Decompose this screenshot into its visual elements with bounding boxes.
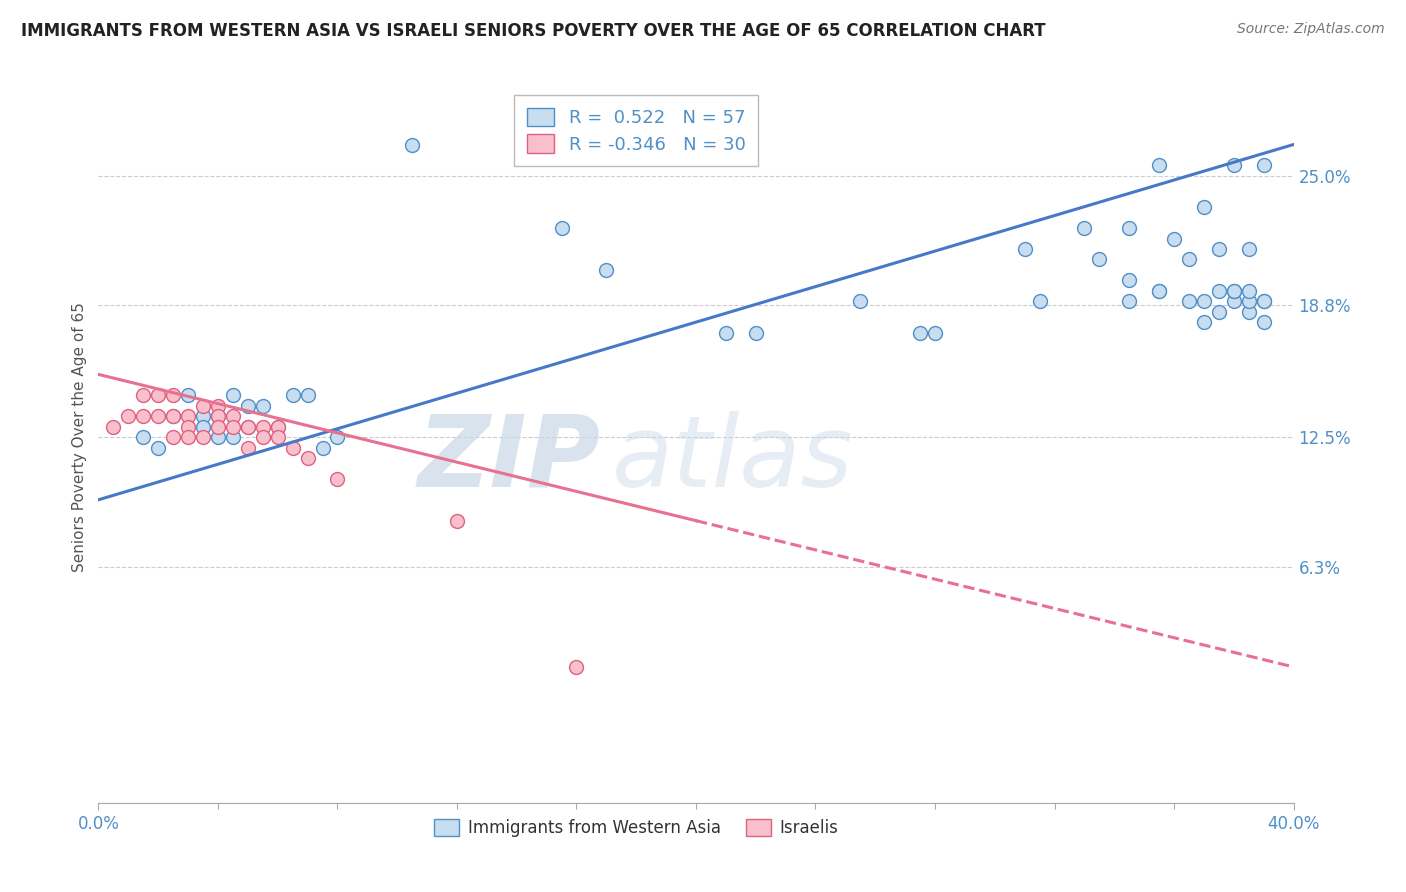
Point bbox=[1237, 242, 1260, 256]
Point bbox=[1237, 294, 1260, 309]
Text: ZIP: ZIP bbox=[418, 410, 600, 508]
Point bbox=[267, 419, 290, 434]
Point bbox=[236, 441, 259, 455]
Point bbox=[1223, 284, 1246, 298]
Point bbox=[550, 221, 572, 235]
Point bbox=[281, 388, 304, 402]
Point bbox=[908, 326, 931, 340]
Point bbox=[132, 409, 155, 424]
Point bbox=[207, 430, 229, 444]
Point bbox=[297, 450, 319, 465]
Text: Source: ZipAtlas.com: Source: ZipAtlas.com bbox=[1237, 22, 1385, 37]
Point bbox=[132, 388, 155, 402]
Point bbox=[1253, 315, 1275, 329]
Point bbox=[207, 409, 229, 424]
Y-axis label: Seniors Poverty Over the Age of 65: Seniors Poverty Over the Age of 65 bbox=[72, 302, 87, 572]
Point bbox=[1192, 294, 1215, 309]
Point bbox=[1253, 294, 1275, 309]
Point bbox=[162, 409, 184, 424]
Point bbox=[1223, 294, 1246, 309]
Point bbox=[177, 419, 200, 434]
Point bbox=[191, 419, 214, 434]
Point bbox=[326, 430, 349, 444]
Point bbox=[1178, 294, 1201, 309]
Point bbox=[162, 388, 184, 402]
Point bbox=[207, 409, 229, 424]
Point bbox=[222, 388, 245, 402]
Point bbox=[1028, 294, 1050, 309]
Point bbox=[1147, 158, 1170, 172]
Point bbox=[132, 430, 155, 444]
Point bbox=[714, 326, 737, 340]
Point bbox=[1073, 221, 1095, 235]
Point bbox=[1088, 252, 1111, 267]
Point bbox=[1147, 284, 1170, 298]
Text: IMMIGRANTS FROM WESTERN ASIA VS ISRAELI SENIORS POVERTY OVER THE AGE OF 65 CORRE: IMMIGRANTS FROM WESTERN ASIA VS ISRAELI … bbox=[21, 22, 1046, 40]
Text: atlas: atlas bbox=[613, 410, 853, 508]
Point bbox=[103, 419, 125, 434]
Point bbox=[1237, 304, 1260, 318]
Point bbox=[1118, 221, 1140, 235]
Point bbox=[1163, 231, 1185, 245]
Point bbox=[222, 419, 245, 434]
Point bbox=[401, 137, 423, 152]
Point bbox=[1118, 294, 1140, 309]
Point bbox=[1253, 294, 1275, 309]
Point bbox=[1014, 242, 1036, 256]
Point bbox=[148, 441, 170, 455]
Point bbox=[207, 399, 229, 413]
Point bbox=[148, 409, 170, 424]
Point bbox=[162, 430, 184, 444]
Point bbox=[222, 430, 245, 444]
Point bbox=[326, 472, 349, 486]
Point bbox=[177, 430, 200, 444]
Point bbox=[1192, 315, 1215, 329]
Point bbox=[207, 419, 229, 434]
Point bbox=[177, 388, 200, 402]
Point bbox=[1223, 284, 1246, 298]
Point bbox=[1208, 304, 1230, 318]
Point bbox=[1178, 252, 1201, 267]
Point bbox=[222, 409, 245, 424]
Point bbox=[148, 388, 170, 402]
Point bbox=[252, 430, 274, 444]
Point bbox=[446, 514, 468, 528]
Point bbox=[1147, 284, 1170, 298]
Point bbox=[236, 419, 259, 434]
Point bbox=[1237, 284, 1260, 298]
Point bbox=[117, 409, 139, 424]
Point bbox=[267, 419, 290, 434]
Point bbox=[311, 441, 333, 455]
Point bbox=[191, 399, 214, 413]
Point bbox=[177, 409, 200, 424]
Point bbox=[1192, 200, 1215, 214]
Point bbox=[849, 294, 872, 309]
Point bbox=[267, 430, 290, 444]
Point bbox=[297, 388, 319, 402]
Point bbox=[236, 419, 259, 434]
Point bbox=[745, 326, 768, 340]
Point bbox=[162, 409, 184, 424]
Point bbox=[565, 660, 588, 674]
Point bbox=[236, 399, 259, 413]
Point bbox=[252, 419, 274, 434]
Point bbox=[252, 399, 274, 413]
Point bbox=[281, 441, 304, 455]
Point bbox=[1208, 242, 1230, 256]
Point bbox=[924, 326, 946, 340]
Point bbox=[595, 263, 617, 277]
Point bbox=[1253, 158, 1275, 172]
Point bbox=[1223, 158, 1246, 172]
Legend: Immigrants from Western Asia, Israelis: Immigrants from Western Asia, Israelis bbox=[426, 811, 846, 846]
Point bbox=[1208, 284, 1230, 298]
Point bbox=[191, 430, 214, 444]
Point bbox=[191, 409, 214, 424]
Point bbox=[1118, 273, 1140, 287]
